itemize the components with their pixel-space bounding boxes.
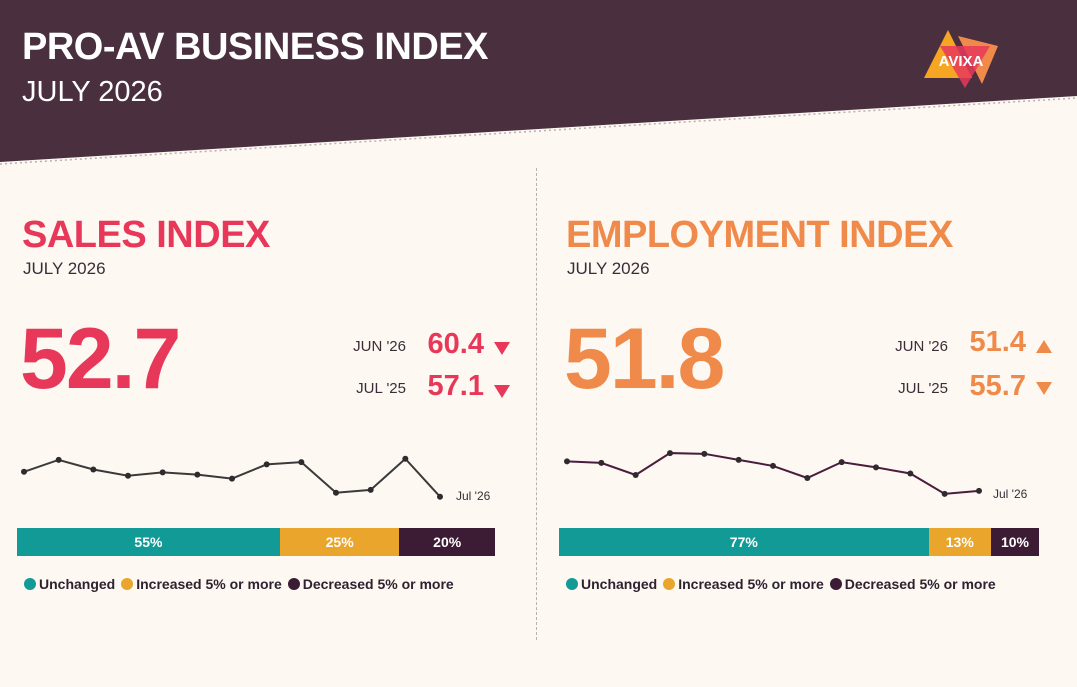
sales-index-value: 52.7 bbox=[20, 311, 181, 407]
employment-cmp-value-1: 51.4 bbox=[969, 326, 1026, 358]
sparkline-point-6 bbox=[770, 462, 776, 469]
sales-cmp-label-2: JUL '25 bbox=[356, 380, 406, 397]
increased-dot-icon bbox=[121, 578, 134, 590]
sparkline-point-8 bbox=[298, 459, 305, 466]
employment-title: EMPLOYMENT INDEX bbox=[566, 214, 953, 256]
employment-subtitle: JULY 2026 bbox=[567, 259, 650, 278]
employment-spark-end-label: Jul '26 bbox=[993, 487, 1028, 501]
sparkline-point-7 bbox=[804, 475, 811, 481]
employment-cmp-label-2: JUL '25 bbox=[898, 380, 948, 397]
sales-cmp-value-1: 60.4 bbox=[427, 328, 484, 360]
sparkline-point-0 bbox=[21, 468, 27, 475]
unchanged-dot-icon bbox=[24, 578, 36, 590]
sparkline-point-3 bbox=[667, 450, 673, 457]
employment-legend: Unchanged Increased 5% or more Decreased… bbox=[566, 576, 1002, 592]
decreased-dot-icon bbox=[287, 578, 300, 590]
sparkline-point-10 bbox=[367, 486, 374, 493]
sparkline-point-12 bbox=[976, 487, 982, 494]
legend-item-increased: Increased 5% or more bbox=[663, 576, 824, 592]
employment-distribution-bar: 77% 13% 10% bbox=[559, 528, 1039, 556]
sparkline-point-12 bbox=[437, 493, 443, 500]
legend-item-unchanged: Unchanged bbox=[24, 576, 115, 592]
sparkline-point-11 bbox=[941, 490, 948, 497]
sparkline-point-2 bbox=[90, 466, 97, 473]
sparkline-point-9 bbox=[873, 464, 879, 471]
bar-segment-increased: 25% bbox=[279, 528, 400, 556]
header-band bbox=[0, 0, 1077, 165]
bar-segment-decreased: 10% bbox=[990, 528, 1039, 556]
unchanged-dot-icon bbox=[566, 578, 578, 590]
sparkline-point-6 bbox=[229, 475, 235, 482]
sparkline-point-2 bbox=[632, 471, 639, 478]
sparkline-point-5 bbox=[735, 456, 742, 463]
up-arrow-icon bbox=[1036, 340, 1052, 353]
down-arrow-icon bbox=[494, 342, 510, 355]
page-subtitle: JULY 2026 bbox=[22, 76, 163, 108]
sparkline-point-4 bbox=[159, 469, 166, 476]
sales-spark-end-label: Jul '26 bbox=[456, 489, 491, 503]
legend-item-increased: Increased 5% or more bbox=[121, 576, 282, 592]
employment-cmp-label-1: JUN '26 bbox=[895, 338, 948, 355]
legend-item-decreased: Decreased 5% or more bbox=[287, 576, 454, 592]
page-title: PRO-AV BUSINESS INDEX bbox=[22, 26, 488, 68]
sparkline-point-10 bbox=[907, 470, 914, 477]
sales-panel: SALES INDEX JULY 2026 52.7 JUN '26 60.4 … bbox=[0, 0, 520, 687]
employment-index-value: 51.8 bbox=[564, 311, 725, 407]
legend-item-unchanged: Unchanged bbox=[566, 576, 657, 592]
bar-segment-unchanged: 77% bbox=[559, 528, 929, 556]
sparkline-point-3 bbox=[125, 472, 131, 479]
bar-segment-decreased: 20% bbox=[399, 528, 495, 556]
employment-cmp-value-2: 55.7 bbox=[969, 370, 1026, 402]
legend-item-decreased: Decreased 5% or more bbox=[829, 576, 996, 592]
panel-divider bbox=[536, 168, 537, 640]
sales-distribution-bar: 55% 25% 20% bbox=[17, 528, 495, 556]
sparkline-point-9 bbox=[333, 489, 339, 496]
sparkline-point-7 bbox=[263, 461, 270, 468]
sales-cmp-label-1: JUN '26 bbox=[353, 338, 406, 355]
sales-subtitle: JULY 2026 bbox=[23, 259, 106, 278]
sparkline-point-1 bbox=[55, 456, 62, 463]
sales-sparkline bbox=[21, 455, 443, 500]
sparkline-point-5 bbox=[194, 471, 201, 478]
sparkline-point-8 bbox=[838, 459, 845, 466]
employment-sparkline bbox=[564, 450, 982, 497]
sparkline-point-11 bbox=[402, 455, 409, 462]
bar-segment-unchanged: 55% bbox=[17, 528, 280, 556]
sales-cmp-value-2: 57.1 bbox=[427, 370, 484, 402]
down-arrow-icon bbox=[494, 385, 510, 398]
avixa-logo: AVIXA bbox=[920, 26, 1002, 95]
sparkline-point-1 bbox=[598, 459, 605, 466]
bar-segment-increased: 13% bbox=[928, 528, 991, 556]
sales-legend: Unchanged Increased 5% or more Decreased… bbox=[24, 576, 460, 592]
sparkline-path bbox=[566, 452, 980, 495]
sparkline-point-4 bbox=[701, 450, 708, 457]
sparkline-point-0 bbox=[564, 458, 570, 465]
sales-title: SALES INDEX bbox=[22, 214, 270, 256]
svg-text:AVIXA: AVIXA bbox=[939, 53, 984, 70]
down-arrow-icon bbox=[1036, 382, 1052, 395]
decreased-dot-icon bbox=[829, 578, 842, 590]
employment-panel: EMPLOYMENT INDEX JULY 2026 51.8 JUN '26 … bbox=[542, 0, 1062, 687]
increased-dot-icon bbox=[663, 578, 676, 590]
